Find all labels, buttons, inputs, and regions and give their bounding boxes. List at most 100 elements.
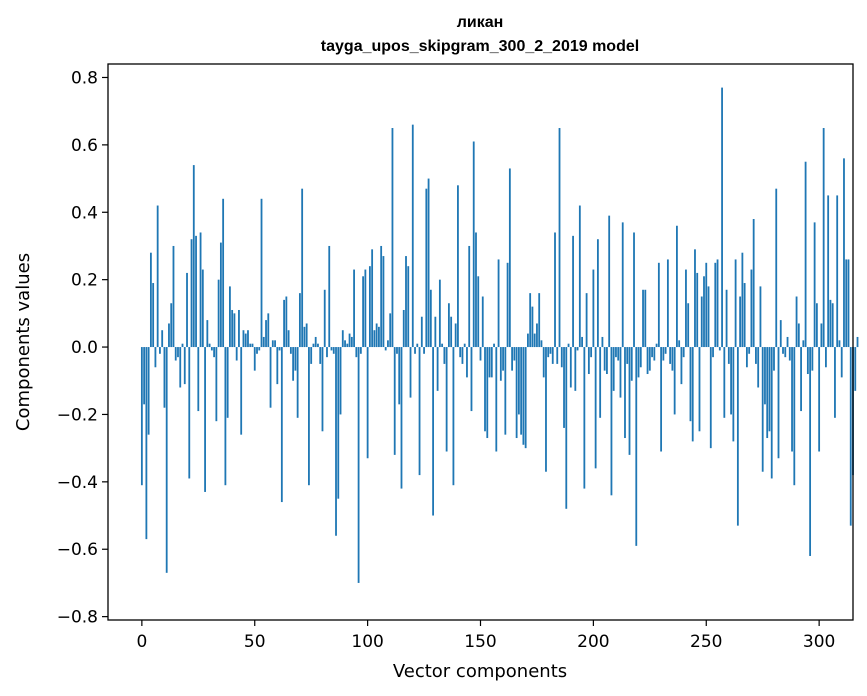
- bar-295: [806, 347, 809, 375]
- bar-79: [319, 347, 322, 364]
- bar-183: [554, 232, 556, 348]
- bar-240: [682, 347, 685, 358]
- bar-129: [432, 347, 434, 516]
- bar-4: [149, 252, 152, 348]
- bar-168: [520, 347, 523, 435]
- bar-57: [269, 347, 272, 408]
- bar-210: [615, 347, 617, 358]
- bar-89: [341, 330, 344, 348]
- bar-112: [393, 347, 396, 455]
- bar-227: [653, 347, 656, 361]
- bar-123: [418, 347, 421, 476]
- bar-133: [441, 343, 444, 348]
- bar-191: [572, 235, 574, 348]
- bar-150: [479, 347, 482, 361]
- y-tick-label: −0.4: [57, 473, 98, 493]
- y-axis-label: Components values: [13, 253, 34, 431]
- y-tick-label: −0.2: [57, 405, 98, 425]
- bar-2: [145, 347, 148, 540]
- bar-279: [770, 347, 773, 479]
- bar-298: [813, 222, 816, 348]
- bar-3: [147, 347, 150, 435]
- bar-249: [703, 276, 705, 348]
- bar-263: [734, 259, 737, 348]
- bar-306: [831, 303, 834, 348]
- bar-304: [827, 195, 830, 348]
- bar-6: [154, 347, 157, 368]
- bar-239: [680, 347, 683, 385]
- bar-7: [156, 205, 159, 348]
- bar-273: [757, 347, 760, 388]
- bar-10: [163, 347, 166, 408]
- bar-312: [845, 259, 848, 348]
- bar-25: [197, 347, 200, 412]
- bar-75: [310, 347, 313, 364]
- bar-264: [736, 347, 739, 526]
- bar-77: [314, 336, 317, 348]
- bar-5: [152, 283, 155, 348]
- bar-219: [635, 347, 638, 546]
- bar-62: [280, 347, 283, 503]
- bar-163: [508, 168, 511, 348]
- bar-165: [513, 347, 516, 361]
- bar-134: [443, 347, 446, 364]
- bar-27: [201, 269, 204, 348]
- bar-199: [590, 347, 593, 358]
- y-tick-label: 0.0: [71, 338, 98, 358]
- bar-245: [694, 249, 696, 348]
- bar-283: [779, 320, 782, 348]
- bar-33: [215, 347, 218, 422]
- bar-275: [761, 347, 764, 472]
- bar-18: [181, 343, 184, 348]
- bar-237: [676, 225, 678, 348]
- bar-87: [337, 347, 340, 499]
- bar-212: [619, 347, 622, 398]
- bar-53: [260, 198, 263, 348]
- bar-67: [292, 347, 295, 381]
- bar-152: [484, 347, 486, 432]
- bar-222: [642, 289, 644, 348]
- x-tick-label: 200: [577, 632, 609, 652]
- bar-280: [773, 347, 775, 371]
- bar-181: [549, 347, 552, 354]
- bar-98: [362, 276, 365, 348]
- bar-160: [502, 347, 504, 371]
- bar-192: [574, 347, 577, 391]
- bar-147: [472, 141, 475, 348]
- bar-277: [766, 347, 769, 439]
- bar-114: [398, 347, 401, 405]
- bar-243: [689, 347, 692, 422]
- bar-242: [687, 303, 690, 348]
- bar-159: [499, 347, 502, 381]
- bar-8: [159, 347, 161, 354]
- bar-69: [296, 347, 299, 418]
- bar-200: [592, 269, 595, 348]
- bar-197: [585, 293, 588, 348]
- bar-268: [745, 347, 748, 368]
- bar-173: [531, 306, 534, 348]
- bar-68: [294, 347, 297, 371]
- bar-164: [511, 347, 514, 371]
- y-axis-ticks: −0.8 −0.6 −0.4 −0.2 0.0 0.2 0.4 0.6 0.8: [57, 68, 108, 628]
- bar-37: [224, 347, 227, 486]
- bar-56: [267, 313, 270, 348]
- bar-289: [793, 347, 796, 486]
- bar-116: [402, 309, 405, 348]
- bar-238: [678, 340, 681, 348]
- bar-297: [811, 347, 814, 371]
- bar-52: [258, 347, 261, 351]
- bar-103: [373, 330, 376, 348]
- bar-313: [847, 259, 850, 348]
- bar-270: [750, 269, 753, 348]
- bar-226: [651, 347, 653, 358]
- x-tick-label: 50: [244, 632, 266, 652]
- bar-131: [436, 347, 439, 391]
- bar-167: [517, 347, 520, 415]
- bar-97: [359, 347, 362, 354]
- bar-143: [463, 343, 466, 348]
- bar-115: [400, 347, 403, 489]
- bar-244: [691, 347, 694, 442]
- bar-196: [583, 347, 586, 489]
- bar-154: [488, 347, 491, 378]
